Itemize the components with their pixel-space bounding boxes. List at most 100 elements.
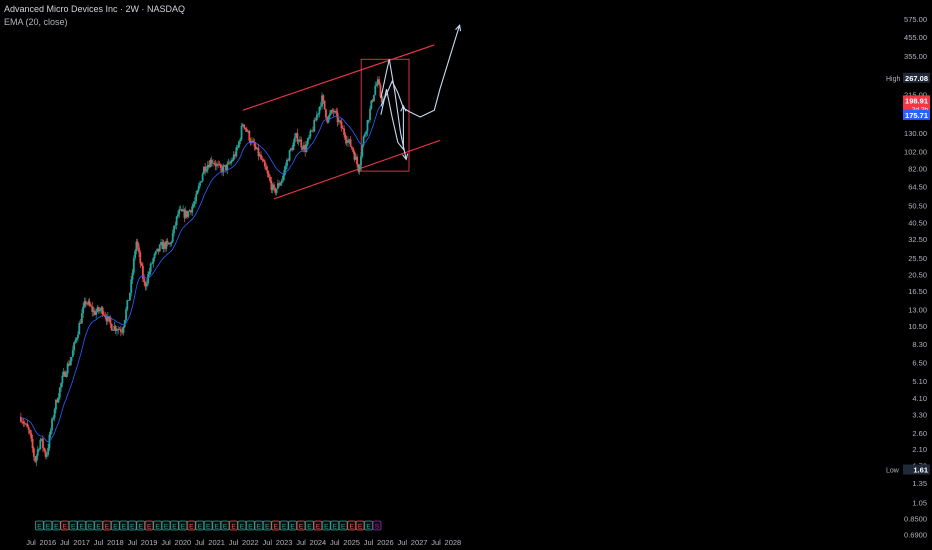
candle-body (65, 373, 68, 377)
candle-body (239, 139, 242, 142)
ema-price-label: 175.71 (905, 111, 928, 120)
candle-body (354, 156, 357, 160)
time-tick-label: 2023 (276, 538, 293, 547)
candle-body (160, 242, 162, 245)
candle-body (184, 210, 187, 218)
candle-body (309, 130, 312, 137)
candle-body (158, 244, 161, 252)
time-tick-label: Jul (127, 538, 137, 547)
projection-arrowhead (402, 153, 409, 161)
candle-body (312, 130, 314, 132)
time-tick-label: 2026 (377, 538, 394, 547)
candle-body (34, 456, 37, 462)
earnings-marker: E (77, 520, 87, 531)
candle-body (295, 132, 297, 138)
price-tick-label: 575.00 (904, 15, 927, 24)
candle-body (75, 338, 78, 341)
candle-body (109, 318, 112, 325)
candle-body (180, 209, 183, 212)
earnings-marker: E (178, 520, 188, 531)
time-tick-label: Jul (94, 538, 104, 547)
time-tick-label: 2024 (310, 538, 327, 547)
candle-body (205, 169, 208, 172)
channel-lower-line (273, 139, 441, 200)
candle-body (238, 141, 240, 148)
price-tick-label: 50.50 (908, 201, 927, 210)
candle-body (162, 242, 165, 249)
last-price-label: 198.91 (905, 96, 928, 105)
candle-body (322, 95, 325, 101)
price-axis[interactable]: 575.00455.00355.00275.00215.00170.00130.… (904, 15, 927, 539)
candle-body (284, 166, 287, 170)
candle-body (77, 334, 79, 339)
earnings-marker: E (237, 520, 247, 531)
earnings-marker: E (35, 520, 44, 531)
candle-body (96, 307, 99, 312)
candle-body (83, 301, 86, 307)
candle-body (141, 265, 144, 279)
candle-body (243, 124, 246, 128)
candle-body (262, 159, 265, 162)
candle-body (171, 233, 174, 242)
candle-body (366, 120, 369, 132)
candle-body (271, 184, 274, 190)
candle-body (71, 350, 74, 357)
candle-body (60, 383, 63, 388)
candle-body (23, 423, 26, 425)
candle-body (61, 375, 64, 384)
candle-body (273, 184, 275, 189)
candle-body (101, 307, 104, 315)
candle-body (114, 325, 117, 331)
candle-body (31, 438, 34, 449)
channel-upper-line (242, 44, 435, 111)
candle-body (212, 162, 214, 164)
candle-body (288, 150, 291, 161)
candle-body (236, 147, 239, 149)
candle-body (30, 433, 33, 439)
price-tick-label: 32.50 (908, 235, 927, 244)
candle-body (55, 399, 57, 410)
candle-body (357, 164, 360, 172)
price-tick-label: 2.60 (912, 429, 927, 438)
candle-body (56, 399, 59, 403)
price-tick-label: 102.00 (904, 148, 927, 157)
projection-paths (380, 24, 462, 161)
candle-body (353, 151, 356, 160)
earnings-marker: E (330, 520, 340, 531)
candle-body (245, 128, 248, 132)
candle-body (118, 328, 121, 330)
earnings-marker: E (136, 520, 146, 531)
candle-body (331, 110, 334, 111)
candle-body (362, 136, 365, 146)
candle-body (131, 272, 134, 280)
earnings-marker-letter: E (147, 523, 152, 530)
candle-body (347, 140, 349, 143)
price-tick-label: 5.10 (912, 377, 927, 386)
candle-body (287, 159, 290, 161)
candle-body (334, 111, 336, 113)
candle-body (363, 134, 366, 137)
earnings-marker: E (153, 520, 162, 531)
candle-body (304, 145, 307, 152)
candle-body (289, 148, 292, 151)
candle-body (325, 109, 327, 118)
candle-body (116, 330, 118, 332)
candle-body (235, 147, 238, 157)
high-caption: High (886, 76, 901, 83)
candle-body (367, 119, 370, 121)
earnings-marker: E (364, 520, 373, 531)
candle-body (187, 211, 190, 217)
candle-body (108, 316, 111, 319)
candle-body (156, 248, 159, 252)
candle-body (113, 325, 116, 331)
earnings-marker: E (279, 520, 289, 531)
candle-body (256, 147, 259, 150)
candle-body (275, 188, 278, 193)
candle-body (178, 209, 181, 215)
candle-body (328, 113, 331, 117)
time-tick-label: 2021 (208, 538, 225, 547)
price-tick-label: 25.50 (908, 254, 927, 263)
candle-body (222, 165, 225, 173)
time-axis[interactable]: Jul 2016 Jul 2017 Jul 2018 Jul 2019 Jul 2020 Jul 20… (26, 538, 461, 547)
